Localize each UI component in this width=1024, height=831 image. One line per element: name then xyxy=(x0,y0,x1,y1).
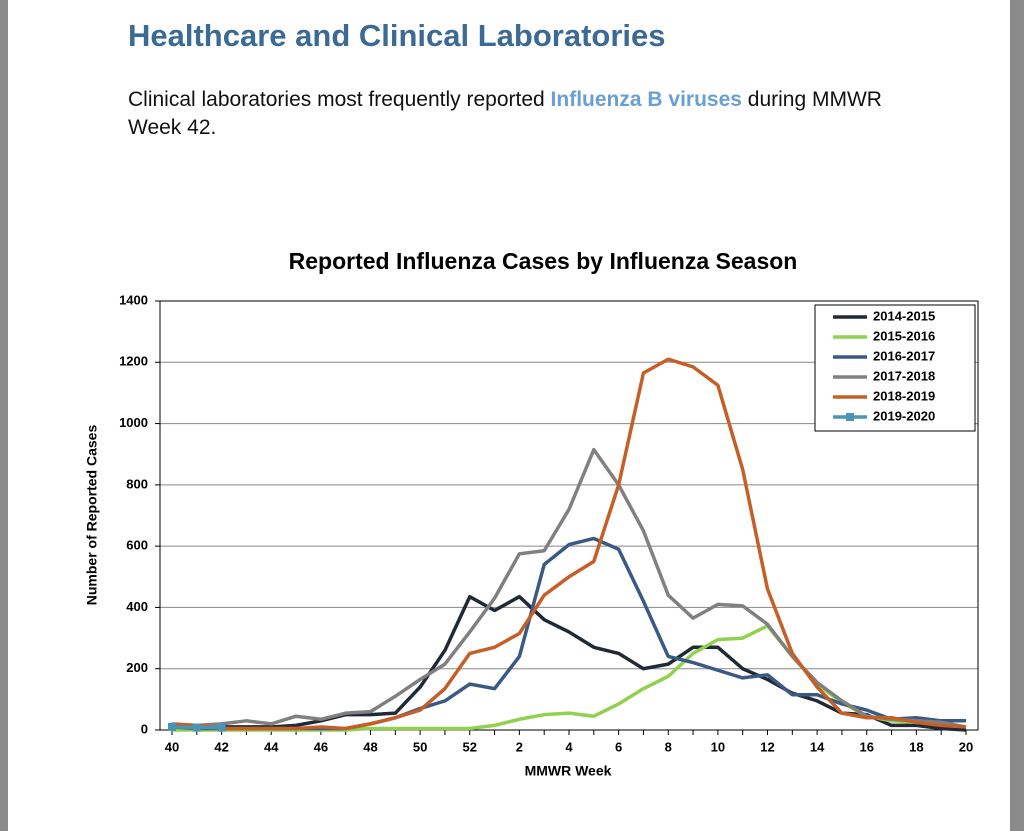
chart: Reported Influenza Cases by Influenza Se… xyxy=(84,248,979,779)
y-tick-label: 200 xyxy=(126,660,148,675)
x-tick-label: 6 xyxy=(615,739,622,754)
text: Clinical laboratories most frequently re… xyxy=(128,88,551,111)
x-tick-label: 42 xyxy=(214,739,228,754)
legend-label: 2016-2017 xyxy=(873,348,935,363)
legend-label: 2017-2018 xyxy=(873,368,935,383)
y-tick-label: 800 xyxy=(126,476,148,491)
y-tick-label: 1200 xyxy=(119,354,148,369)
x-tick-label: 12 xyxy=(760,739,774,754)
series-marker xyxy=(168,722,176,731)
x-tick-label: 44 xyxy=(264,739,279,754)
y-tick-label: 1000 xyxy=(119,415,148,430)
series-line xyxy=(172,447,967,729)
heading: Healthcare and Clinical Laboratories xyxy=(128,18,666,53)
series-line xyxy=(171,594,967,732)
legend-label: 2014-2015 xyxy=(873,308,935,323)
legend-label: 2018-2019 xyxy=(873,388,935,403)
y-axis-label: Number of Reported Cases xyxy=(84,425,100,606)
x-tick-label: 40 xyxy=(165,739,179,754)
x-axis-label: MMWR Week xyxy=(525,763,612,779)
legend-label: 2015-2016 xyxy=(873,328,935,343)
x-tick-label: 46 xyxy=(314,739,328,754)
y-tick-label: 400 xyxy=(126,599,148,614)
x-tick-label: 2 xyxy=(516,739,523,754)
x-tick-label: 48 xyxy=(363,739,377,754)
highlight: Influenza B viruses xyxy=(550,88,742,111)
series-marker xyxy=(217,723,226,732)
page-edge xyxy=(0,0,8,831)
x-tick-label: 10 xyxy=(711,739,725,754)
chart-title: Reported Influenza Cases by Influenza Se… xyxy=(289,248,798,274)
y-tick-label: 600 xyxy=(126,538,148,553)
series-marker xyxy=(192,723,201,732)
x-tick-label: 4 xyxy=(565,739,573,754)
x-tick-label: 18 xyxy=(909,739,923,754)
x-tick-label: 20 xyxy=(959,739,973,754)
x-tick-label: 16 xyxy=(860,739,874,754)
text: during MMWR Week 42. xyxy=(128,88,882,139)
page-edge xyxy=(1010,0,1024,831)
x-tick-label: 8 xyxy=(665,739,672,754)
legend-label: 2019-2020 xyxy=(873,408,935,423)
x-tick-label: 50 xyxy=(413,739,427,754)
legend-marker xyxy=(846,413,854,421)
y-tick-label: 0 xyxy=(141,721,148,736)
x-tick-label: 14 xyxy=(810,739,825,754)
legend-box xyxy=(814,304,976,432)
y-tick-label: 1400 xyxy=(119,292,148,307)
series-line xyxy=(171,357,967,731)
paragraph: Clinical laboratories most frequently re… xyxy=(128,86,888,142)
x-tick-label: 52 xyxy=(463,739,477,754)
